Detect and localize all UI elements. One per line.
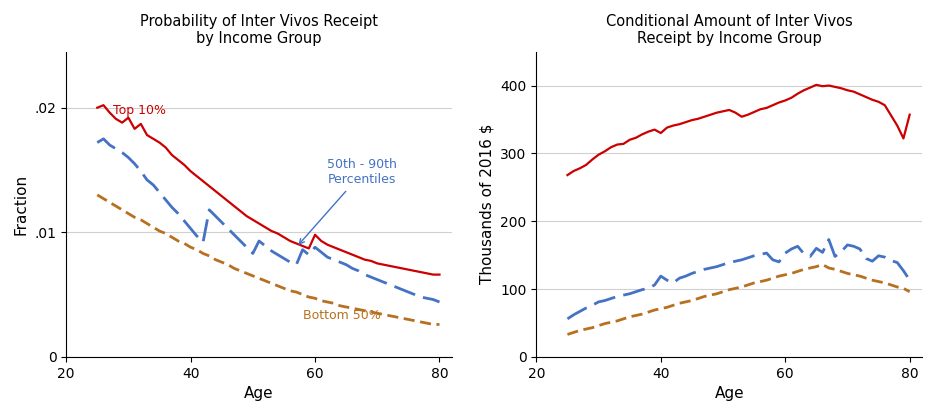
Y-axis label: Thousands of 2016 $: Thousands of 2016 $ bbox=[480, 124, 495, 284]
Title: Conditional Amount of Inter Vivos
Receipt by Income Group: Conditional Amount of Inter Vivos Receip… bbox=[606, 14, 853, 46]
Title: Probability of Inter Vivos Receipt
by Income Group: Probability of Inter Vivos Receipt by In… bbox=[140, 14, 378, 46]
X-axis label: Age: Age bbox=[714, 386, 744, 401]
Y-axis label: Fraction: Fraction bbox=[14, 173, 29, 235]
Text: Bottom 50%: Bottom 50% bbox=[302, 310, 380, 322]
Text: 50th - 90th
Percentiles: 50th - 90th Percentiles bbox=[300, 159, 398, 244]
Text: Top 10%: Top 10% bbox=[113, 104, 166, 117]
X-axis label: Age: Age bbox=[244, 386, 274, 401]
